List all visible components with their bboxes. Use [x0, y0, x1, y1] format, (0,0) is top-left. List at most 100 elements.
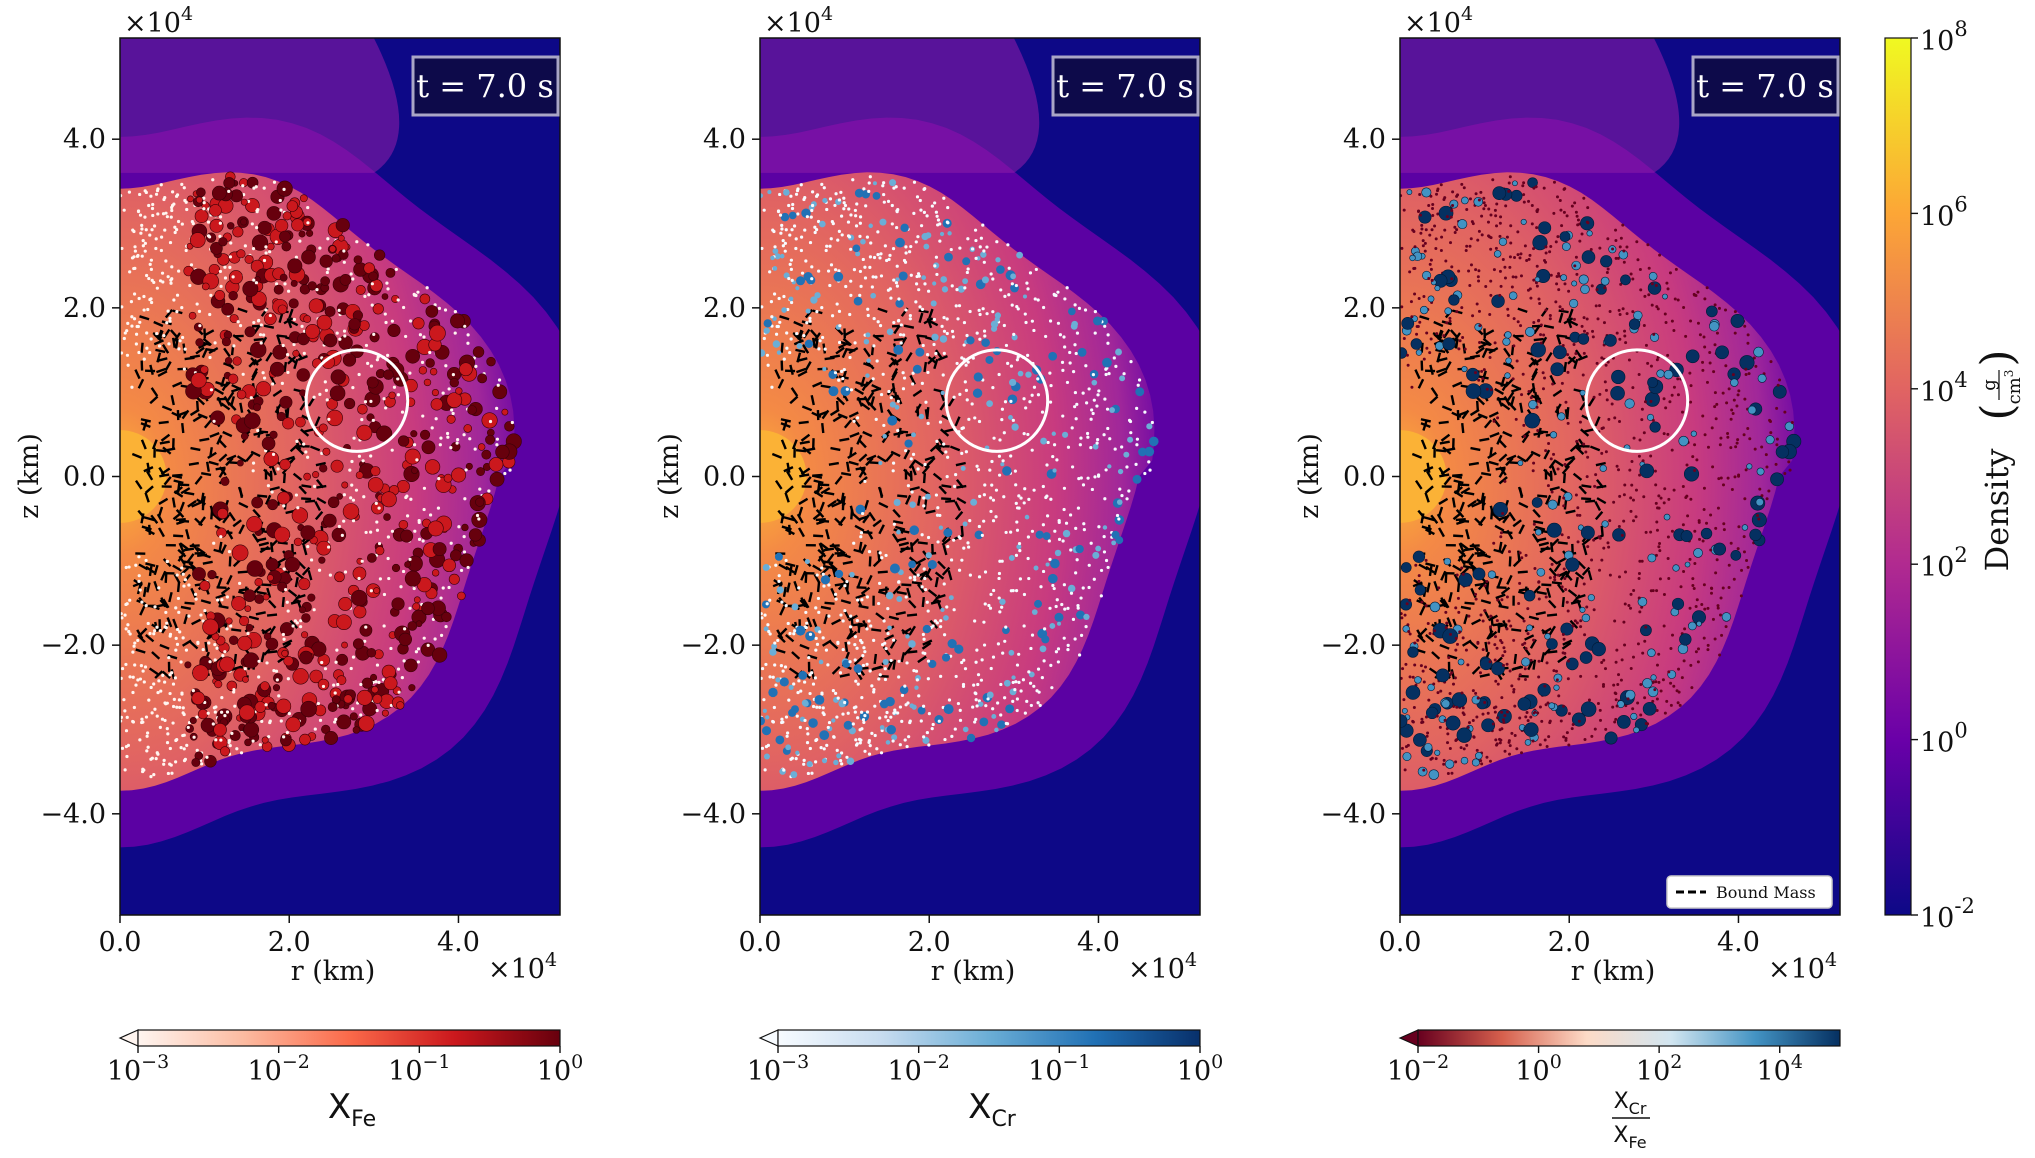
bound-mass-segment [140, 342, 144, 353]
colorbar-tick-label: 100 [537, 1051, 583, 1087]
cr-tracer [1128, 419, 1133, 424]
fe-tracer [272, 669, 276, 673]
cr-tracer [897, 569, 904, 576]
fe-tracer [157, 679, 161, 683]
cr-tracer [837, 198, 842, 202]
bound-mass-segment [215, 380, 226, 387]
fe-tracer [408, 371, 412, 375]
bound-mass-segment [771, 452, 783, 459]
bound-mass-segment [917, 655, 927, 664]
bound-mass-segment [153, 339, 164, 346]
fe-tracer [249, 396, 253, 400]
cr-tracer [861, 663, 866, 668]
fe-tracer [326, 267, 330, 271]
ratio-tracer [1546, 701, 1550, 705]
ratio-tracer [1516, 253, 1520, 257]
x-tick-label: 4.0 [437, 927, 480, 958]
cr-tracer [1056, 321, 1061, 325]
bound-mass-segment [844, 329, 855, 337]
cr-tracer [788, 296, 794, 302]
colorbar-tick-label: 10−2 [887, 1051, 949, 1087]
cr-tracer [768, 687, 778, 698]
y-tick-label: −4.0 [680, 799, 746, 830]
bound-mass-segment [802, 598, 810, 609]
cr-colorbar: 10−3 10−2 10−1 100 XCr [747, 1029, 1223, 1132]
fe-tracer [182, 584, 186, 588]
cr-tracer [1091, 379, 1098, 386]
cr-tracer [1003, 294, 1007, 298]
fe-tracer [425, 358, 435, 368]
ratio-tracer [1534, 276, 1541, 283]
ratio-tracer [1576, 513, 1580, 517]
cr-tracer [1003, 400, 1008, 404]
cr-tracer [1053, 529, 1057, 533]
ratio-tracer [1555, 195, 1559, 199]
cr-tracer [1006, 243, 1010, 247]
ratio-tracer [1502, 646, 1506, 650]
cr-tracer [865, 595, 870, 599]
ratio-tracer [1721, 391, 1725, 395]
bound-mass-segment [232, 334, 242, 343]
fe-tracer [223, 177, 236, 189]
bound-mass-segment [858, 439, 867, 449]
cr-tracer [859, 531, 864, 535]
time-box-background [1051, 55, 1200, 117]
bound-mass-segment [1466, 553, 1475, 563]
fe-tracer [294, 493, 299, 497]
cr-tracer [934, 351, 938, 356]
ratio-tracer [1465, 383, 1482, 399]
cr-tracer [989, 496, 993, 500]
ratio-tracer [1480, 369, 1484, 373]
fe-tracer [168, 632, 173, 636]
fe-tracer [274, 240, 278, 244]
fe-tracer [466, 333, 470, 337]
cr-tracer [846, 757, 855, 766]
fe-tracer [412, 586, 416, 591]
fe-tracer [359, 713, 363, 717]
fe-tracer [298, 230, 306, 238]
ratio-tracer [1703, 433, 1707, 437]
fe-tracer [324, 731, 339, 745]
fe-tracer [463, 497, 467, 501]
cr-tracer [1093, 475, 1097, 479]
cr-tracer [867, 189, 871, 193]
ratio-tracer [1500, 598, 1504, 602]
ratio-tracer [1434, 749, 1441, 756]
cr-tracer [1028, 671, 1035, 678]
cr-tracer [877, 677, 881, 681]
fe-tracer [375, 528, 380, 532]
fe-tracer [162, 197, 166, 202]
ratio-tracer [1408, 270, 1412, 274]
y-tick-label: 4.0 [703, 124, 746, 155]
fe-tracer [177, 269, 181, 273]
bound-mass-segment [896, 590, 907, 595]
bound-mass-segment [1453, 486, 1464, 495]
cr-tracer [997, 596, 1001, 600]
bound-mass-segment [1563, 499, 1568, 510]
cr-tracer [828, 386, 839, 397]
cr-tracer [968, 519, 972, 523]
cr-tracer [1054, 549, 1062, 557]
bound-mass-segment [1502, 530, 1513, 535]
fe-tracer [224, 356, 233, 365]
bound-mass-segment [1505, 457, 1514, 467]
cr-tracer [806, 771, 810, 776]
cr-tracer [916, 235, 920, 239]
ratio-tracer [1409, 300, 1413, 304]
fe-tracer [149, 194, 153, 198]
cr-tracer [794, 246, 798, 251]
cr-tracer [1015, 663, 1020, 667]
fe-tracer [510, 420, 514, 425]
cr-tracer [815, 310, 819, 314]
bound-mass-segment [134, 369, 141, 380]
bound-mass-segment [1563, 361, 1568, 373]
cr-tracer [878, 581, 882, 585]
ratio-tracer [1519, 274, 1523, 278]
fe-tracer [225, 710, 230, 714]
fe-tracer [256, 319, 261, 323]
cr-tracer [768, 598, 772, 602]
fe-tracer [227, 549, 232, 554]
cr-tracer [953, 727, 957, 731]
bound-mass-segment [1448, 591, 1453, 603]
